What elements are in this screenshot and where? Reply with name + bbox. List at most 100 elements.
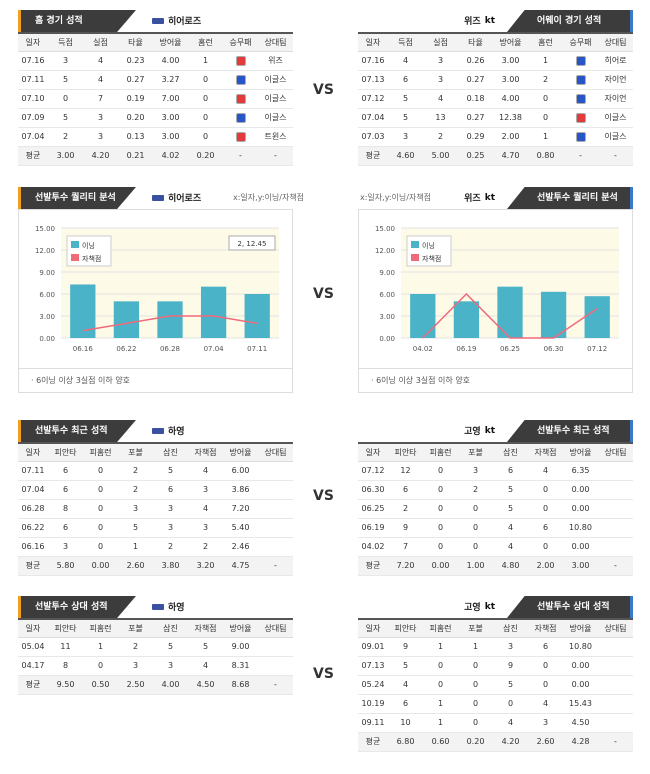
table-cell: 0 [528,108,563,128]
pitcher-quality-right-chart[interactable]: 15.00 12.00 9.00 6.00 3.00 0.00 04.02 06.19 06.2… [358,209,633,369]
average-cell: 7.20 [388,556,423,576]
table-cell [598,480,633,500]
table-row: 09.01 9 1 1 3 6 10.80 [358,637,633,657]
table-cell: 5 [493,480,528,500]
table-cell: 1 [423,637,458,657]
table-cell [258,656,293,676]
table-cell: 3 [423,70,458,90]
x-tick-label: 06.25 [500,345,520,353]
result-badge [223,127,258,147]
average-cell: 3.80 [153,556,188,576]
chart-footer-left: · 6이닝 이상 3실점 이하 양호 [18,369,293,393]
table-cell: 4 [423,89,458,109]
average-cell: 평균 [18,146,48,166]
table-cell [258,637,293,657]
table-row: 09.11 10 1 0 4 3 4.50 [358,713,633,733]
average-row: 평균 5.80 0.00 2.60 3.80 3.20 4.75- [18,556,293,576]
table-cell: 5 [493,675,528,695]
table-cell: 3 [118,499,153,519]
average-cell: 평균 [358,732,388,752]
table-cell: 4.00 [153,51,188,71]
table-cell: 3 [48,537,83,557]
table-cell: 2 [118,637,153,657]
average-cell: 3.20 [188,556,223,576]
pitcher-recent-right-name: 고영 kt [464,425,495,438]
table-row: 07.16 4 3 0.26 3.00 1 히어로 [358,51,633,71]
table-cell: 8 [48,656,83,676]
table-cell: 7 [388,537,423,557]
table-cell: 4 [528,694,563,714]
table-row: 04.02 7 0 0 4 0 0.00 [358,537,633,557]
chart-svg-left: 15.00 12.00 9.00 6.00 3.00 0.00 06.16 06.22 06.2… [35,225,279,353]
average-row: 평균 3.00 4.20 0.21 4.02 0.20- - [18,146,293,166]
table-cell: 0 [423,518,458,538]
table-row: 05.24 4 0 0 5 0 0.00 [358,675,633,695]
legend-label-earned-runs: 자책점 [422,254,441,263]
table-cell: 0 [528,499,563,519]
average-cell: 3.00 [48,146,83,166]
table-cell: 0.26 [458,51,493,71]
table-cell: 09.11 [358,713,388,733]
table-cell: 2 [153,537,188,557]
column-header: 자책점 [528,442,563,462]
average-cell: 4.50 [188,675,223,695]
table-row: 05.04 11 1 2 5 5 9.00 [18,637,293,657]
table-cell: 자이언 [598,89,633,109]
away-games-panel: 위즈 kt 어웨이 경기 성적 일자 득점 실점 타율 방어율 홈런 승무패 상대팀 07.16 4… [358,10,633,166]
pitcher-recent-left-header: 선발투수 최근 성적 [18,420,136,442]
heroes-logo-icon [152,194,164,201]
table-cell: 0 [188,70,223,90]
y-tick-label: 6.00 [39,291,55,299]
table-cell: 0 [458,694,493,714]
pitcher-quality-left-chart[interactable]: 15.00 12.00 9.00 6.00 3.00 0.00 06.16 06.22 06.2… [18,209,293,369]
table-row: 06.25 2 0 0 5 0 0.00 [358,499,633,519]
average-cell: 6.80 [388,732,423,752]
table-cell: 1 [83,637,118,657]
table-cell: 3 [528,713,563,733]
table-cell: 0 [188,127,223,147]
table-cell: 3 [458,461,493,481]
loss-badge-icon [235,131,246,142]
table-cell: 0.00 [563,480,598,500]
table-cell: 3.00 [493,70,528,90]
table-row: 07.09 5 3 0.20 3.00 0 이글스 [18,108,293,128]
column-header: 일자 [358,442,388,462]
heroes-logo-icon [152,427,164,434]
table-cell: 0.00 [563,537,598,557]
table-cell: 5 [48,70,83,90]
x-tick-label: 06.19 [456,345,476,353]
table-cell: 07.11 [18,70,48,90]
table-row: 07.04 5 13 0.27 12.38 0 이글스 [358,108,633,128]
table-cell: 06.19 [358,518,388,538]
table-row: 06.22 6 0 5 3 3 5.40 [18,518,293,538]
table-cell: 10.19 [358,694,388,714]
table-cell: 4 [188,656,223,676]
column-header: 삼진 [493,618,528,638]
pitcher-quality-right-team: 위즈 kt [464,192,495,205]
pitcher-vs-left-table: 일자 피안타 피홈런 포볼 삼진 자책점 방어율 상대팀 05.04 11 1 2 5 5 9.00 04.1… [18,618,293,695]
y-tick-label: 6.00 [379,291,395,299]
table-cell: 06.25 [358,499,388,519]
table-cell: 07.13 [358,70,388,90]
table-cell: 6 [528,518,563,538]
column-header: 포볼 [458,442,493,462]
average-cell: 5.00 [423,146,458,166]
average-cell: 4.20 [493,732,528,752]
win-badge-icon [575,93,586,104]
table-cell: 06.22 [18,518,48,538]
win-badge-icon [575,55,586,66]
table-cell: 0 [458,518,493,538]
result-badge [563,127,598,147]
table-row: 07.12 12 0 3 6 4 6.35 [358,461,633,481]
table-row: 07.11 6 0 2 5 4 6.00 [18,461,293,481]
average-cell: 0.21 [118,146,153,166]
column-header: 포볼 [118,442,153,462]
table-cell [598,713,633,733]
table-cell [258,461,293,481]
table-cell: 8 [48,499,83,519]
x-tick-label: 06.28 [160,345,180,353]
table-cell: 06.16 [18,537,48,557]
home-team-name: 히어로즈 [152,14,201,27]
table-cell: 5 [153,637,188,657]
vs-label: VS [313,666,334,682]
